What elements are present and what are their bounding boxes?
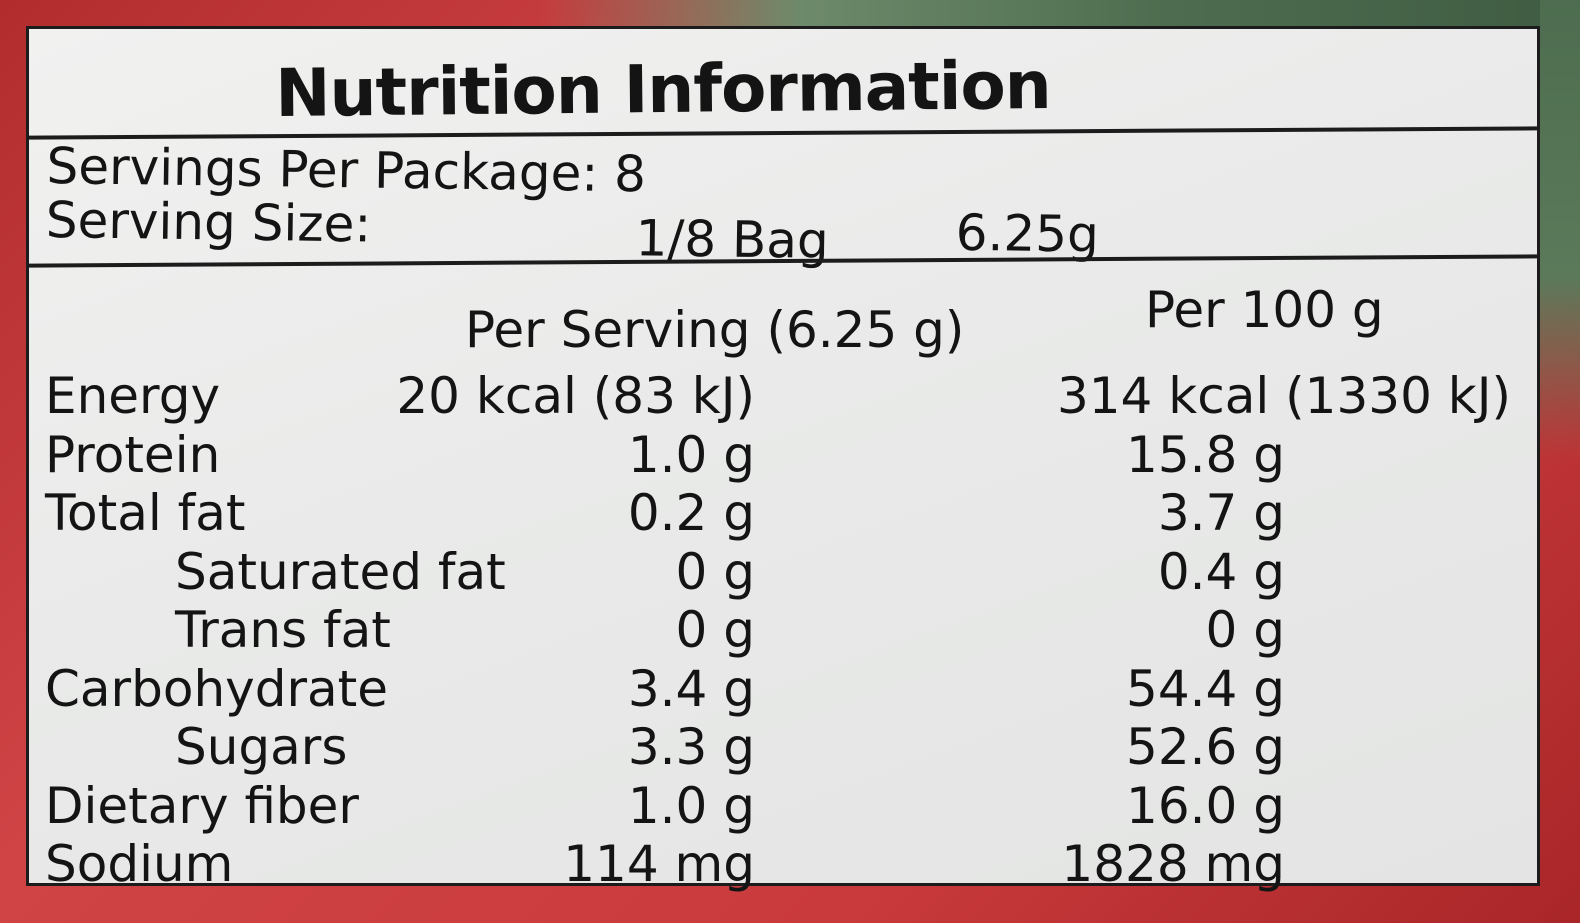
nutrient-per-100g: 1828 mg (1061, 835, 1285, 893)
column-header-per-serving: Per Serving (6.25 g) (465, 301, 965, 359)
nutrient-per-serving: 3.4 g (627, 659, 755, 718)
nutrient-name: Carbohydrate (45, 659, 389, 718)
nutrient-row-saturated-fat: Saturated fat 0 g 0.4 g (45, 543, 1525, 601)
serving-size-line: Serving Size: 1/8 Bag 6.25g (45, 190, 1099, 270)
nutrient-per-serving: 1.0 g (627, 776, 755, 835)
nutrient-row-protein: Protein 1.0 g 15.8 g (45, 426, 1525, 484)
nutrient-per-100g: 3.7 g (1157, 484, 1285, 542)
nutrient-per-serving: 114 mg (563, 835, 755, 893)
nutrient-row-sugars: Sugars 3.3 g 52.6 g (45, 718, 1525, 776)
nutrient-name: Protein (45, 425, 221, 484)
nutrition-label: Nutrition Information Servings Per Packa… (26, 26, 1540, 893)
nutrient-per-100g: 314 kcal (1330 kJ) (1056, 367, 1511, 425)
nutrient-per-100g: 52.6 g (1126, 718, 1285, 776)
nutrient-name: Saturated fat (175, 542, 506, 601)
label-title: Nutrition Information (274, 46, 1052, 133)
nutrient-name: Total fat (45, 484, 246, 542)
nutrient-per-100g: 0 g (1205, 601, 1285, 659)
nutrient-row-trans-fat: Trans fat 0 g 0 g (45, 601, 1525, 659)
nutrient-per-serving: 20 kcal (83 kJ) (396, 367, 755, 425)
nutrient-row-total-fat: Total fat 0.2 g 3.7 g (45, 484, 1525, 542)
nutrient-per-serving: 0 g (675, 601, 755, 659)
foliage-background-side (1540, 0, 1580, 460)
nutrient-name: Energy (45, 367, 221, 425)
nutrient-per-100g: 16.0 g (1126, 776, 1285, 835)
nutrient-name: Dietary fiber (45, 776, 359, 835)
serving-size-label: Serving Size: (45, 190, 372, 254)
nutrient-row-energy: Energy 20 kcal (83 kJ) 314 kcal (1330 kJ… (45, 367, 1525, 425)
servings-block: Servings Per Package: 8 Serving Size: 1/… (45, 137, 1099, 270)
nutrient-per-serving: 3.3 g (627, 718, 755, 776)
nutrient-name: Trans fat (175, 601, 391, 659)
nutrient-row-carbohydrate: Carbohydrate 3.4 g 54.4 g (45, 660, 1525, 718)
nutrient-per-100g: 15.8 g (1126, 425, 1285, 484)
nutrient-name: Sugars (175, 718, 348, 776)
column-header-per-100g: Per 100 g (1145, 281, 1384, 339)
nutrient-per-100g: 0.4 g (1157, 542, 1285, 601)
serving-size-weight: 6.25g (955, 203, 1100, 264)
divider-top (29, 126, 1537, 140)
nutrient-per-serving: 0 g (675, 542, 755, 601)
nutrient-per-serving: 1.0 g (627, 425, 755, 484)
nutrient-name: Sodium (45, 835, 234, 893)
nutrient-row-dietary-fiber: Dietary fiber 1.0 g 16.0 g (45, 777, 1525, 835)
nutrient-row-sodium: Sodium 114 mg 1828 mg (45, 835, 1525, 893)
nutrient-per-100g: 54.4 g (1126, 659, 1285, 718)
nutrient-per-serving: 0.2 g (627, 484, 755, 542)
servings-per-package-value: 8 (613, 144, 647, 204)
